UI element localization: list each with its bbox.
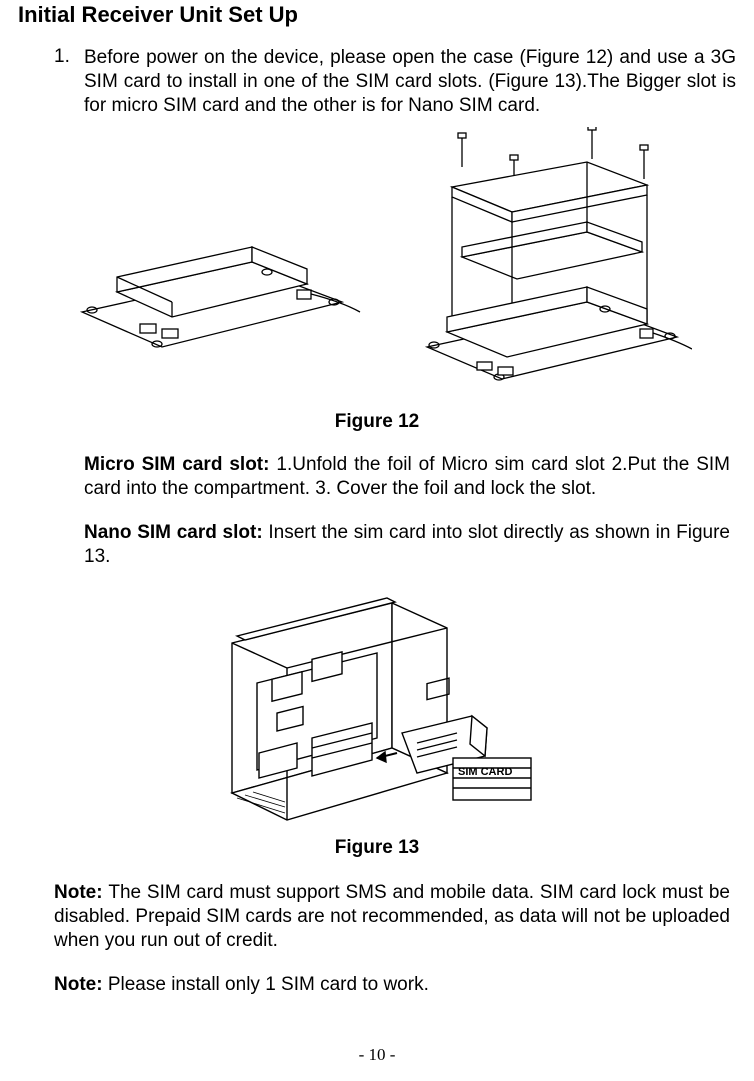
note-1-label: Note: (54, 882, 108, 903)
figure-12-left (62, 172, 362, 362)
figure-12-row (18, 127, 736, 407)
note-1: Note: The SIM card must support SMS and … (54, 881, 730, 952)
micro-sim-para: Micro SIM card slot: 1.Unfold the foil o… (84, 453, 730, 501)
svg-text:SIM CARD: SIM CARD (458, 766, 512, 778)
figure-13-caption: Figure 13 (18, 837, 736, 859)
figure-12-caption: Figure 12 (18, 411, 736, 433)
note-2-label: Note: (54, 974, 108, 995)
page-number: - 10 - (0, 1045, 754, 1065)
step-1-text: Before power on the device, please open … (84, 46, 736, 117)
figure-12-right (392, 127, 692, 407)
note-2: Note: Please install only 1 SIM card to … (54, 973, 730, 997)
micro-sim-label: Micro SIM card slot: (84, 454, 276, 475)
nano-sim-para: Nano SIM card slot: Insert the sim card … (84, 521, 730, 569)
note-1-text: The SIM card must support SMS and mobile… (54, 882, 730, 951)
step-1: 1. Before power on the device, please op… (54, 46, 736, 117)
step-1-number: 1. (54, 46, 84, 117)
nano-sim-label: Nano SIM card slot: (84, 522, 268, 543)
figure-13-wrap: SIM CARD Figure 13 (18, 588, 736, 859)
figure-13: SIM CARD (217, 588, 537, 833)
page-title: Initial Receiver Unit Set Up (18, 0, 736, 28)
note-2-text: Please install only 1 SIM card to work. (108, 974, 429, 995)
